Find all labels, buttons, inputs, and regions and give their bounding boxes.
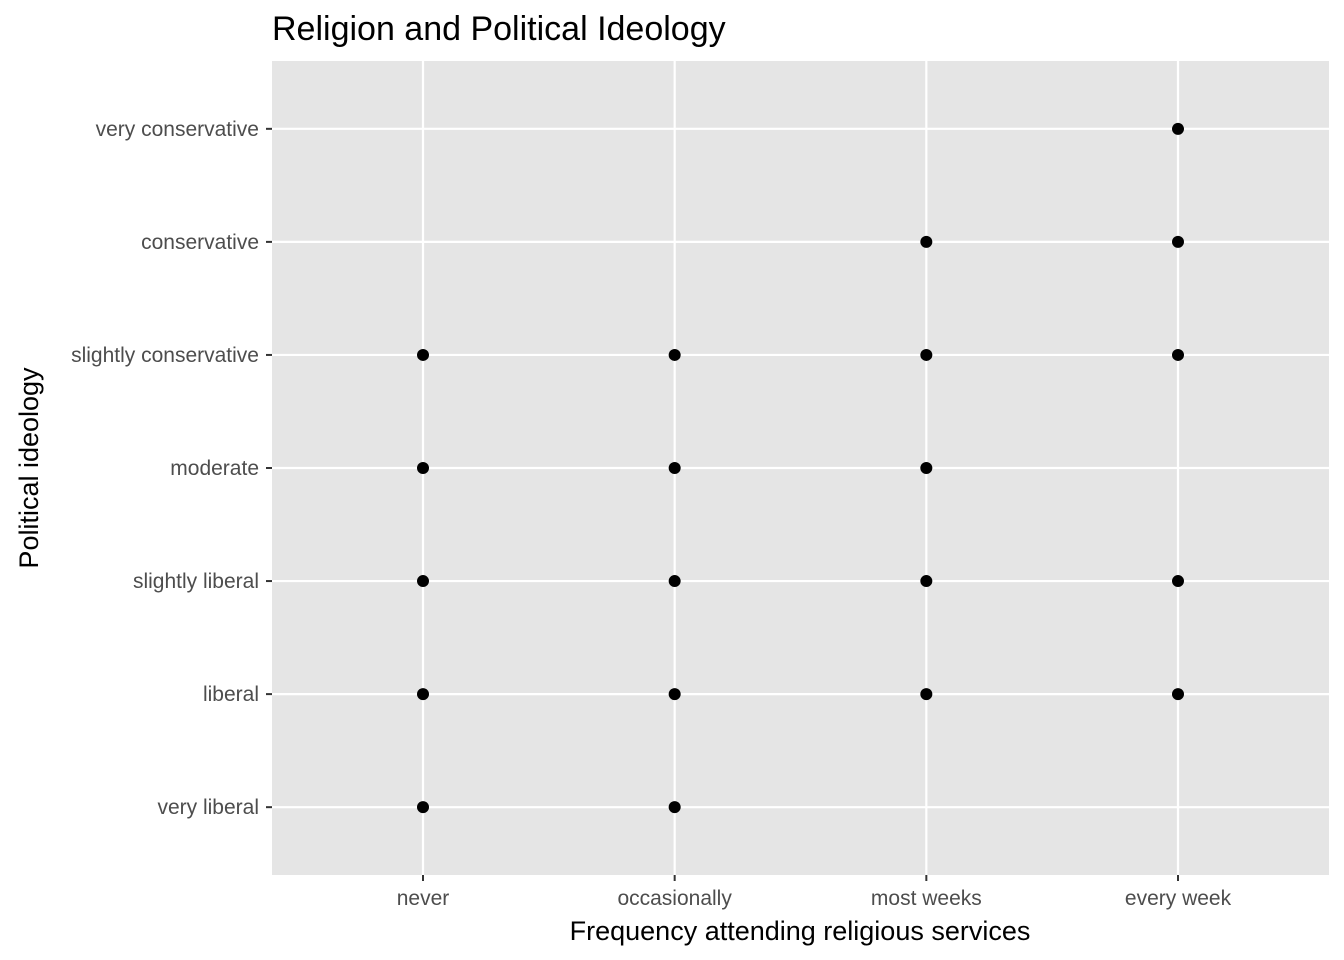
y-axis: very liberal liberal slightly liberal moder… <box>71 118 272 819</box>
y-tick-label: moderate <box>170 457 259 480</box>
y-tick-label: slightly conservative <box>71 344 259 367</box>
y-tick-label: very liberal <box>157 796 259 819</box>
data-point-occasionally-liberal <box>668 688 681 701</box>
chart-title: Religion and Political Ideology <box>272 10 726 48</box>
data-point-occasionally-slightly-conservative <box>668 348 681 361</box>
x-tick-label: occasionally <box>617 887 732 910</box>
data-point-never-moderate <box>417 462 429 474</box>
data-point-every-week-very-conservative <box>1172 122 1184 135</box>
data-point-never-very-liberal <box>417 801 429 814</box>
data-point-every-week-slightly-liberal <box>1172 575 1184 588</box>
y-axis-title: Political ideology <box>14 367 44 569</box>
x-tick-label: most weeks <box>871 887 982 910</box>
data-point-never-slightly-liberal <box>417 575 429 588</box>
data-point-most-weeks-moderate <box>920 462 933 474</box>
x-axis-title: Frequency attending religious services <box>570 916 1031 946</box>
x-tick-label: never <box>397 887 450 910</box>
data-point-never-liberal <box>417 688 429 701</box>
data-point-every-week-slightly-conservative <box>1172 348 1184 361</box>
data-point-occasionally-moderate <box>668 462 681 474</box>
data-point-most-weeks-liberal <box>920 688 933 701</box>
data-point-most-weeks-slightly-conservative <box>920 348 933 361</box>
y-tick-label: slightly liberal <box>133 570 259 593</box>
data-point-occasionally-very-liberal <box>668 801 681 814</box>
data-point-every-week-conservative <box>1172 235 1184 248</box>
data-points <box>417 122 1184 814</box>
data-point-most-weeks-slightly-liberal <box>920 575 933 588</box>
y-tick-label: conservative <box>141 231 259 254</box>
y-tick-label: liberal <box>203 683 259 706</box>
data-point-every-week-liberal <box>1172 688 1184 701</box>
x-axis: never occasionally most weeks every week <box>397 875 1232 910</box>
data-point-never-slightly-conservative <box>417 348 429 361</box>
x-tick-label: every week <box>1125 887 1232 910</box>
data-point-occasionally-slightly-liberal <box>668 575 681 588</box>
y-tick-label: very conservative <box>96 118 259 141</box>
data-point-most-weeks-conservative <box>920 235 933 248</box>
